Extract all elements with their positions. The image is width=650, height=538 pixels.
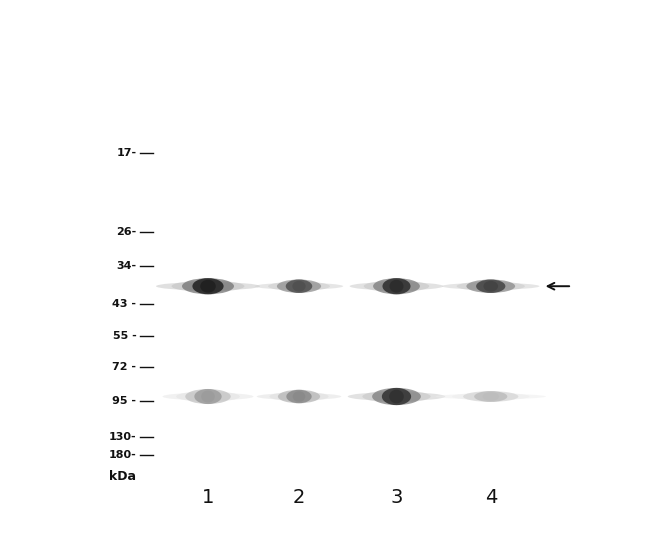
Ellipse shape bbox=[176, 391, 240, 402]
Ellipse shape bbox=[200, 280, 216, 293]
Ellipse shape bbox=[192, 278, 224, 294]
Ellipse shape bbox=[277, 280, 321, 293]
Text: 2: 2 bbox=[292, 488, 306, 507]
Ellipse shape bbox=[382, 278, 411, 294]
Ellipse shape bbox=[476, 280, 506, 293]
Text: 1: 1 bbox=[202, 488, 214, 507]
Text: 3: 3 bbox=[390, 488, 403, 507]
Text: 4: 4 bbox=[484, 488, 497, 507]
Text: 130-: 130- bbox=[109, 432, 136, 442]
Text: 43 -: 43 - bbox=[112, 299, 136, 309]
Ellipse shape bbox=[292, 281, 306, 292]
Ellipse shape bbox=[286, 280, 312, 293]
Ellipse shape bbox=[268, 281, 330, 291]
Text: 34-: 34- bbox=[116, 261, 136, 271]
Ellipse shape bbox=[270, 392, 329, 401]
Ellipse shape bbox=[194, 389, 222, 404]
Ellipse shape bbox=[185, 389, 231, 404]
Ellipse shape bbox=[286, 390, 312, 404]
Ellipse shape bbox=[442, 283, 540, 289]
Ellipse shape bbox=[162, 393, 254, 400]
Text: 95 -: 95 - bbox=[112, 396, 136, 406]
Ellipse shape bbox=[436, 394, 546, 399]
Ellipse shape bbox=[463, 391, 519, 402]
Ellipse shape bbox=[467, 280, 515, 293]
Ellipse shape bbox=[363, 391, 430, 402]
Ellipse shape bbox=[156, 282, 260, 291]
Ellipse shape bbox=[364, 281, 429, 292]
Text: 180-: 180- bbox=[109, 450, 136, 459]
Text: kDa: kDa bbox=[109, 470, 136, 483]
Ellipse shape bbox=[182, 278, 234, 294]
Ellipse shape bbox=[255, 283, 343, 289]
Text: 72 -: 72 - bbox=[112, 362, 136, 372]
Ellipse shape bbox=[278, 390, 320, 404]
Ellipse shape bbox=[373, 278, 420, 294]
Ellipse shape bbox=[350, 282, 443, 291]
Text: 17-: 17- bbox=[116, 148, 136, 158]
Ellipse shape bbox=[389, 390, 404, 404]
Ellipse shape bbox=[172, 281, 244, 292]
Ellipse shape bbox=[474, 391, 507, 402]
Text: 26-: 26- bbox=[116, 228, 136, 237]
Ellipse shape bbox=[372, 388, 421, 405]
Ellipse shape bbox=[482, 392, 499, 401]
Ellipse shape bbox=[257, 393, 341, 400]
Ellipse shape bbox=[456, 281, 525, 291]
Ellipse shape bbox=[202, 391, 214, 402]
Ellipse shape bbox=[484, 281, 498, 292]
Ellipse shape bbox=[389, 280, 404, 293]
Ellipse shape bbox=[382, 388, 411, 405]
Text: 55 -: 55 - bbox=[112, 331, 136, 341]
Ellipse shape bbox=[452, 393, 529, 400]
Ellipse shape bbox=[348, 392, 445, 401]
Ellipse shape bbox=[292, 391, 306, 402]
